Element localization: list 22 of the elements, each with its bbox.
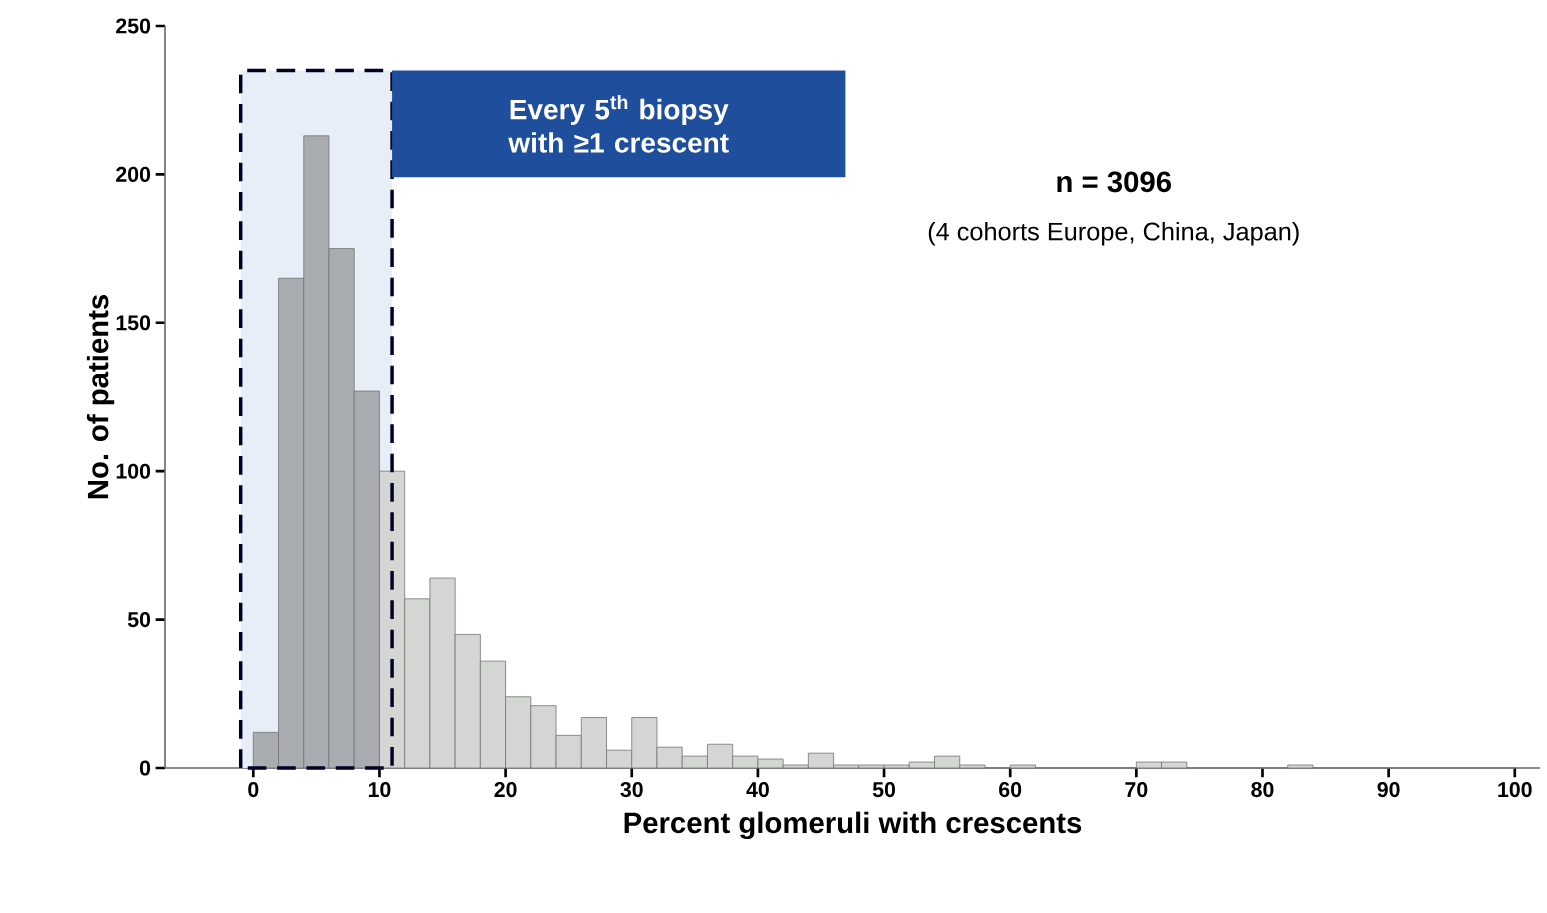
y-tick-label: 100 — [116, 463, 151, 479]
x-tick-label: 80 — [1251, 782, 1274, 798]
y-tick-label: 250 — [116, 18, 151, 34]
x-tick-label: 70 — [1125, 782, 1148, 798]
x-tick-label: 50 — [872, 782, 896, 798]
y-tick-label: 150 — [116, 315, 151, 331]
x-tick-label: 10 — [368, 782, 391, 798]
annotation: (4 cohorts Europe, China, Japan) — [928, 221, 1299, 246]
x-tick-label: 30 — [620, 782, 643, 798]
x-tick-label: 20 — [494, 782, 517, 798]
y-tick-label: 200 — [116, 166, 151, 182]
x-axis-title: Percent glomeruli with crescents — [624, 811, 1082, 840]
y-tick-label: 0 — [139, 760, 151, 776]
x-tick-label: 40 — [746, 782, 769, 798]
x-tick-label: 90 — [1377, 782, 1400, 798]
annotation: n = 3096 — [1057, 171, 1171, 193]
y-tick-label: 50 — [127, 612, 151, 628]
x-tick-label: 60 — [999, 782, 1022, 798]
x-tick-label: 100 — [1498, 782, 1532, 798]
x-tick-label: 0 — [248, 782, 259, 798]
band-label: Every 5$^{th}$ biopsy with ≥1 crescent — [508, 94, 729, 153]
y-axis-title: No. of patients — [86, 294, 115, 499]
